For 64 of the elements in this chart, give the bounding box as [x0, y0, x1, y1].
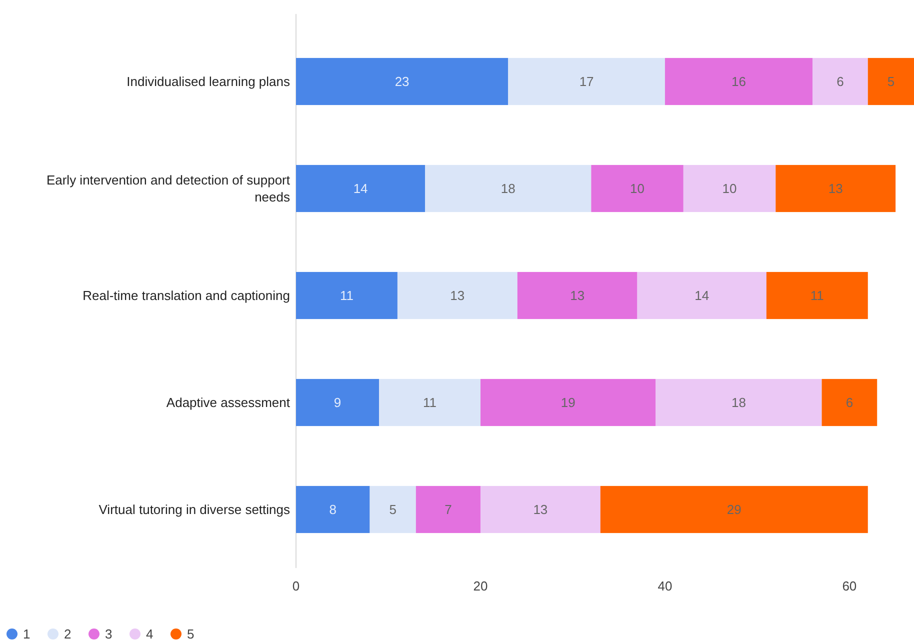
legend-label: 4: [146, 626, 154, 642]
data-label: 18: [732, 395, 746, 410]
bar: [508, 58, 665, 106]
bar: [517, 272, 638, 320]
bar: [296, 486, 370, 534]
data-label: 6: [836, 74, 844, 90]
bar: [822, 378, 878, 426]
y-tick-label: Early intervention and detection of support needs: [46, 172, 290, 205]
legend-label: 5: [187, 626, 194, 642]
bar: [296, 164, 426, 212]
bar: [379, 378, 480, 426]
bar: [664, 58, 813, 106]
data-label: 17: [579, 74, 594, 90]
y-tick-label: Virtual tutoring in diverse settings: [98, 502, 290, 518]
bar: [397, 272, 518, 320]
data-label: 23: [394, 74, 410, 90]
bar: [480, 378, 656, 426]
bar: [296, 272, 398, 320]
data-label: 13: [533, 502, 548, 518]
bar: [656, 378, 822, 426]
bar: [416, 486, 480, 534]
bar: [776, 164, 896, 212]
data-label: 10: [722, 181, 737, 196]
bar: [600, 486, 868, 534]
data-label: 18: [500, 181, 516, 196]
legend-label: 3: [105, 626, 112, 642]
data-label: 11: [340, 288, 354, 304]
bar: [637, 272, 766, 320]
data-label: 7: [444, 502, 452, 518]
data-label: 16: [732, 74, 746, 90]
legend-label: 1: [23, 626, 30, 642]
bar: [296, 378, 380, 426]
y-tick-label: Individualised learning plans: [126, 74, 290, 90]
bar: [296, 58, 508, 106]
data-label: 29: [726, 502, 742, 518]
data-label: 11: [810, 288, 824, 304]
y-tick-label: Adaptive assessment: [166, 395, 290, 410]
bar: [591, 164, 684, 212]
data-label: 9: [334, 395, 342, 410]
data-label: 14: [353, 181, 368, 196]
data-label: 5: [887, 74, 895, 90]
x-tick-label: 0: [292, 578, 300, 594]
bar: [683, 164, 776, 212]
data-label: 14: [694, 288, 710, 304]
x-tick-label: 20: [473, 578, 488, 594]
legend-label: 2: [64, 626, 72, 642]
bar: [425, 164, 592, 212]
bar: [480, 486, 600, 534]
x-tick-label: 60: [842, 578, 857, 594]
data-label: 10: [630, 181, 645, 196]
y-tick-label: Real-time translation and captioning: [82, 288, 290, 304]
x-tick-label: 40: [658, 578, 672, 594]
data-label: 5: [389, 502, 396, 518]
bar: [812, 58, 868, 106]
data-label: 11: [422, 395, 436, 410]
data-label: 6: [846, 395, 854, 410]
data-label: 8: [329, 502, 337, 518]
data-label: 13: [450, 288, 465, 304]
data-label: 13: [570, 288, 585, 304]
bar: [868, 58, 914, 106]
bar: [370, 486, 416, 534]
bar: [766, 272, 868, 320]
data-label: 13: [828, 181, 843, 196]
data-label: 19: [560, 395, 576, 410]
